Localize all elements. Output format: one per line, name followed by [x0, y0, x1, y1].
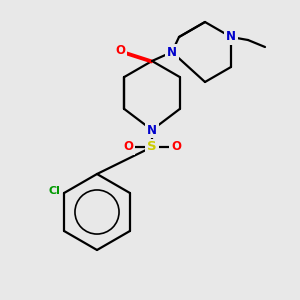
Text: S: S [147, 140, 157, 154]
Text: O: O [115, 44, 125, 58]
Text: N: N [147, 124, 157, 136]
Text: O: O [171, 140, 181, 154]
Text: N: N [226, 31, 236, 44]
Text: O: O [123, 140, 133, 154]
Text: N: N [167, 46, 177, 59]
Text: Cl: Cl [48, 186, 60, 196]
